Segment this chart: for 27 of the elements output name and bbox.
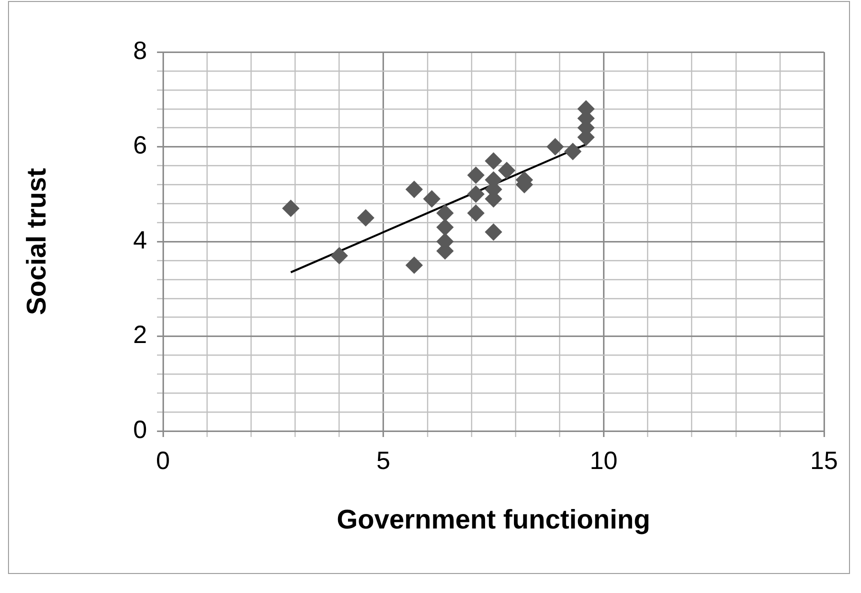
x-tick-label: 10 (590, 446, 618, 475)
point (467, 204, 484, 222)
x-axis-title: Government functioning (336, 504, 650, 534)
y-tick-label: 0 (133, 416, 147, 444)
y-tick-label: 6 (133, 132, 147, 160)
x-tick-label: 15 (810, 446, 838, 475)
point (485, 152, 502, 170)
point (485, 224, 502, 241)
y-tick-label: 2 (133, 321, 147, 350)
x-tick-label: 0 (156, 446, 170, 475)
point (330, 247, 348, 264)
point (436, 218, 454, 236)
y-axis-title: Social trust (22, 168, 52, 316)
point (436, 204, 454, 222)
point (498, 162, 516, 179)
point (467, 166, 484, 184)
point (564, 142, 582, 160)
point (406, 180, 423, 198)
point (467, 186, 484, 203)
y-tick-label: 8 (133, 36, 147, 65)
x-tick-label: 5 (376, 446, 390, 475)
point (282, 200, 300, 217)
point (423, 190, 440, 208)
point (546, 138, 564, 156)
point (406, 256, 423, 274)
y-tick-label: 4 (133, 226, 148, 254)
point (357, 209, 374, 226)
